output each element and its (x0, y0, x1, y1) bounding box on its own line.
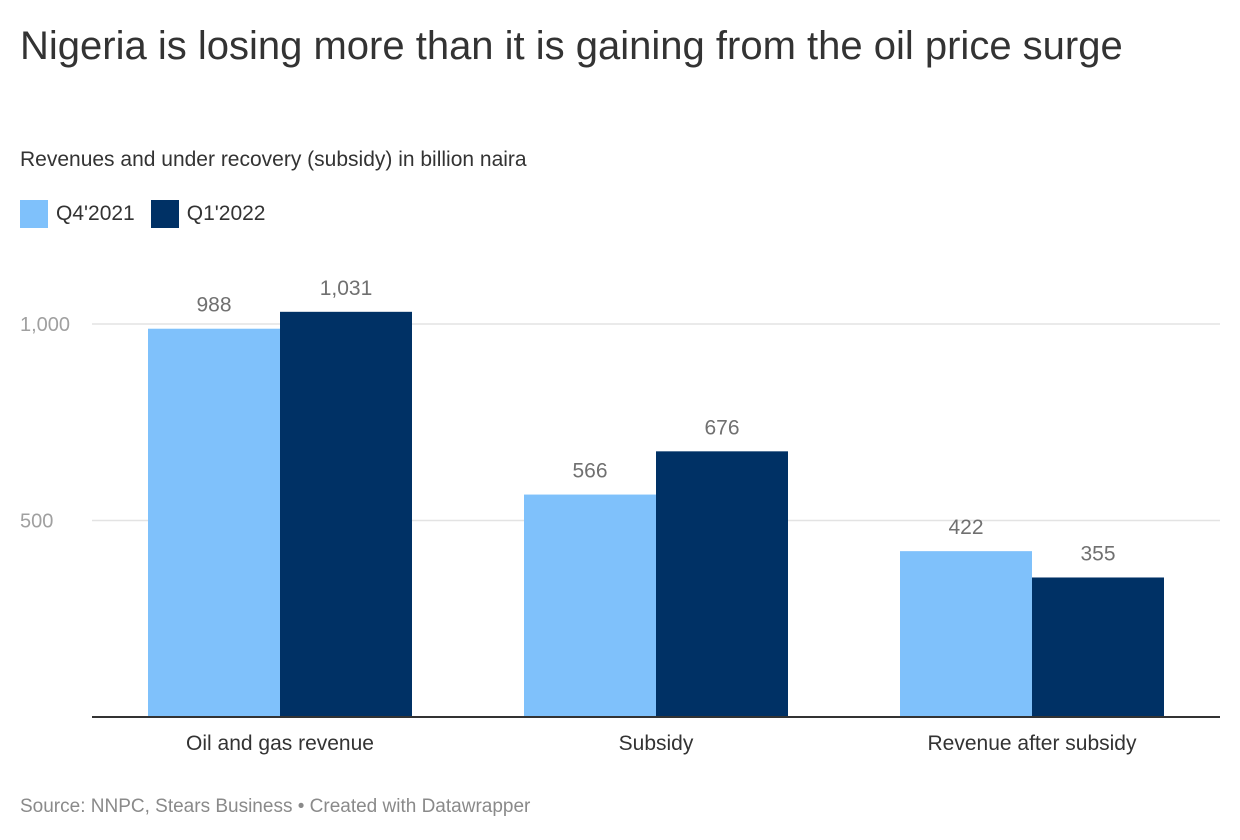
legend: Q4'2021 Q1'2022 (20, 200, 282, 228)
legend-swatch-q1-2022 (150, 200, 179, 228)
bar-value-label: 422 (948, 516, 983, 539)
bar (148, 328, 280, 717)
bar-chart: 500 1,000 988 1,031 Oil and gas revenue 566 67… (20, 277, 1220, 755)
y-tick-label: 1,000 (20, 314, 70, 336)
chart-title: Nigeria is losing more than it is gainin… (20, 24, 1123, 68)
x-category-label: Revenue after subsidy (928, 732, 1137, 755)
legend-label-q1-2022: Q1'2022 (186, 202, 266, 225)
y-tick-label: 500 (20, 511, 53, 533)
x-category-label: Oil and gas revenue (186, 732, 374, 755)
legend-label-q4-2021: Q4'2021 (56, 202, 135, 225)
bar (1032, 577, 1164, 717)
legend-swatch-q4-2021 (20, 200, 48, 228)
legend-item-q4-2021: Q4'2021 (20, 200, 135, 228)
bar-value-label: 988 (196, 294, 231, 317)
bar (280, 311, 412, 717)
source-note: Source: NNPC, Stears Business • Created … (20, 796, 531, 817)
bar (656, 451, 788, 717)
x-category-label: Subsidy (619, 732, 694, 755)
bar-value-label: 676 (704, 416, 739, 439)
bar (900, 551, 1032, 717)
bar-value-label: 566 (572, 460, 607, 483)
bar-value-label: 355 (1080, 542, 1115, 565)
chart-subtitle: Revenues and under recovery (subsidy) in… (20, 148, 527, 171)
legend-item-q1-2022: Q1'2022 (150, 200, 266, 228)
bar (524, 494, 656, 717)
bar-value-label: 1,031 (320, 277, 373, 300)
